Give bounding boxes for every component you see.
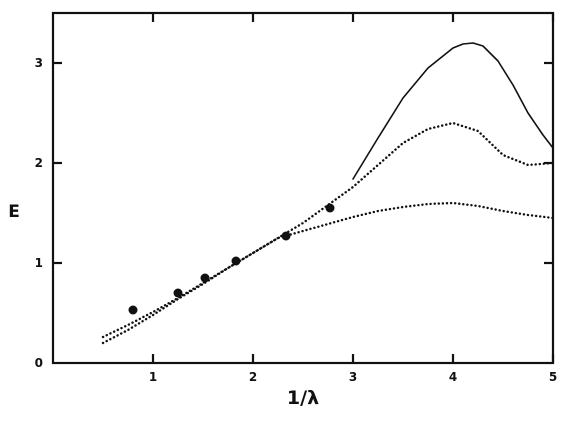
data-point-5 <box>325 203 335 213</box>
x-tick-label-0: 1 <box>149 370 157 384</box>
y-tick-label-2: 2 <box>35 156 43 170</box>
y-axis-label: E <box>8 202 20 222</box>
data-point-3 <box>231 256 241 266</box>
x-tick-label-1: 2 <box>249 370 257 384</box>
y-tick-label-1: 1 <box>35 256 43 270</box>
data-point-4 <box>281 231 291 241</box>
series-line-1 <box>101 121 555 339</box>
series-line-0 <box>352 42 554 180</box>
data-point-2 <box>200 273 210 283</box>
data-point-1 <box>173 288 183 298</box>
x-axis-label: 1/λ <box>287 387 319 409</box>
plot-frame <box>51 11 555 365</box>
series-line-2 <box>101 201 555 345</box>
x-tick-label-4: 5 <box>549 370 557 384</box>
y-tick-label-0: 0 <box>35 356 43 370</box>
data-point-0 <box>128 305 138 315</box>
series-layer <box>101 42 555 345</box>
axis-tick-labels: 1 2 3 4 5 0 1 2 3 <box>35 56 558 384</box>
x-tick-label-3: 4 <box>449 370 457 384</box>
axis-ticks <box>53 13 555 363</box>
x-tick-label-2: 3 <box>349 370 357 384</box>
y-tick-label-3: 3 <box>35 56 43 70</box>
